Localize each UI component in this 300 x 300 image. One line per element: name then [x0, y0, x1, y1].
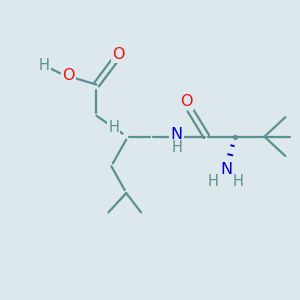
Text: H: H [233, 174, 244, 189]
Text: H: H [108, 120, 119, 135]
Text: O: O [112, 47, 125, 62]
Text: O: O [180, 94, 193, 109]
Text: O: O [62, 68, 74, 82]
Text: H: H [208, 174, 219, 189]
Text: N: N [220, 162, 232, 177]
Text: N: N [171, 127, 183, 142]
Text: H: H [171, 140, 182, 155]
Text: H: H [39, 58, 50, 73]
